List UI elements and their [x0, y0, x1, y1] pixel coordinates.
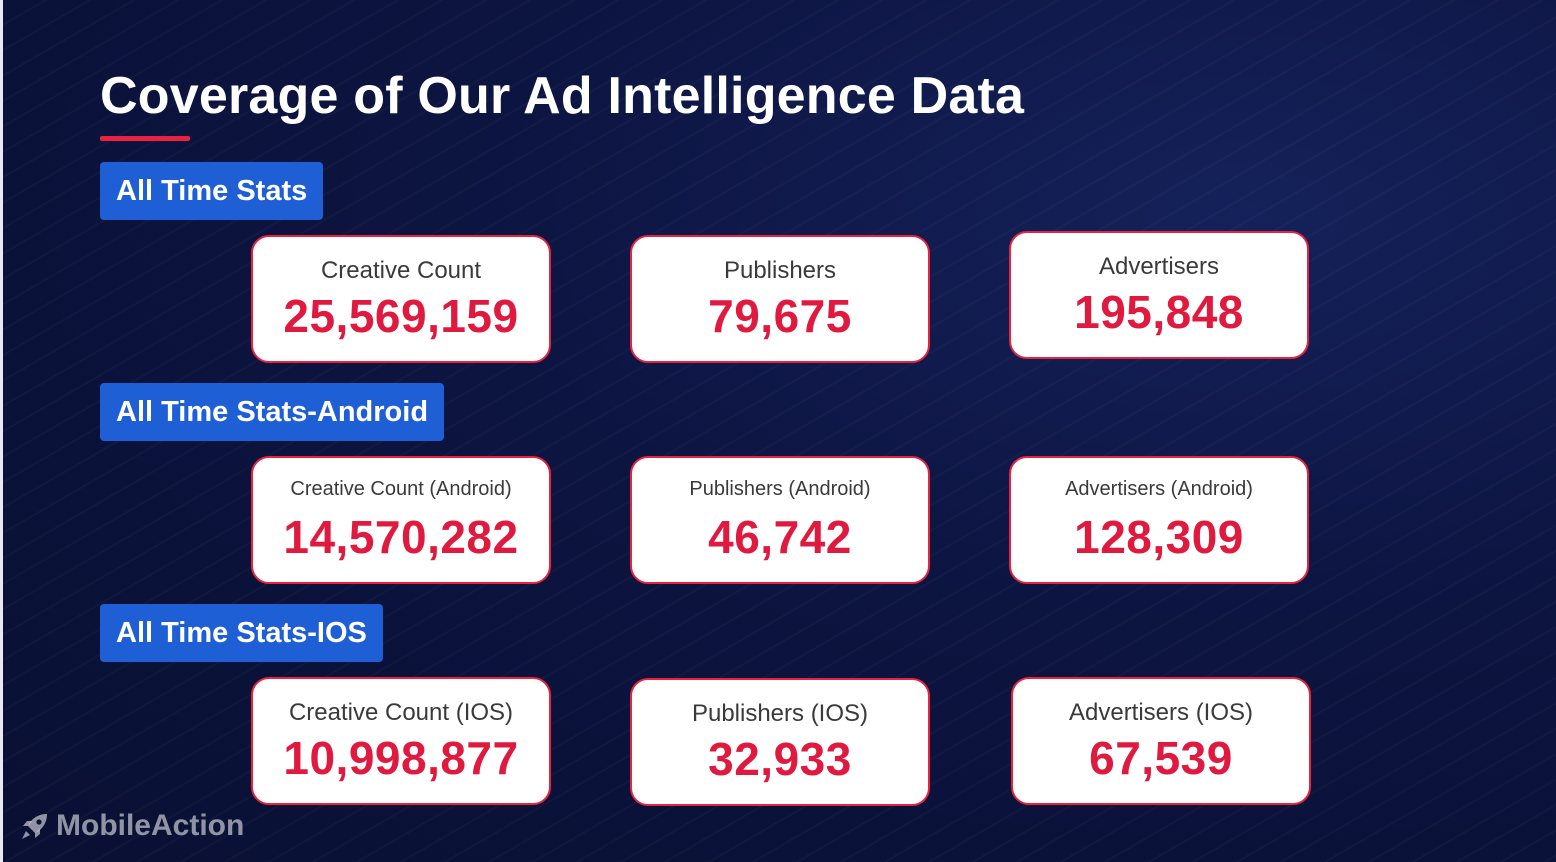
- stat-card-label: Creative Count: [320, 257, 482, 284]
- stat-card-creative-count-ios: Creative Count (IOS) 10,998,877: [251, 677, 551, 805]
- section-label-ios: All Time Stats-IOS: [100, 604, 383, 662]
- stat-card-label: Publishers (IOS): [691, 700, 869, 727]
- stat-card-creative-count: Creative Count 25,569,159: [251, 235, 551, 363]
- stat-card-advertisers-ios: Advertisers (IOS) 67,539: [1011, 677, 1311, 805]
- stat-card-label: Publishers (Android): [689, 478, 871, 500]
- section-label-android: All Time Stats-Android: [100, 383, 445, 441]
- stat-card-label: Advertisers: [1098, 253, 1220, 280]
- stat-card-advertisers-android: Advertisers (Android) 128,309: [1009, 456, 1309, 584]
- stat-card-publishers-ios: Publishers (IOS) 32,933: [630, 678, 930, 806]
- stat-card-label: Creative Count (Android): [290, 478, 512, 500]
- stat-card-value: 67,539: [1089, 732, 1233, 784]
- section-label-all-time: All Time Stats: [100, 162, 324, 220]
- stat-card-label: Creative Count (IOS): [288, 699, 514, 726]
- stat-card-value: 10,998,877: [283, 732, 519, 784]
- stat-card-value: 195,848: [1074, 286, 1244, 338]
- stat-card-value: 32,933: [708, 733, 852, 785]
- title-underline: [100, 136, 190, 141]
- stat-card-label: Advertisers (IOS): [1068, 699, 1254, 726]
- stat-card-value: 14,570,282: [283, 511, 519, 563]
- stat-card-value: 79,675: [708, 290, 852, 342]
- left-edge-border: [0, 0, 3, 862]
- stat-card-value: 128,309: [1074, 511, 1244, 563]
- stat-card-publishers: Publishers 79,675: [630, 235, 930, 363]
- stat-card-publishers-android: Publishers (Android) 46,742: [630, 456, 930, 584]
- page-title: Coverage of Our Ad Intelligence Data: [100, 67, 1025, 125]
- stat-card-value: 25,569,159: [283, 290, 519, 342]
- stat-card-label: Advertisers (Android): [1065, 478, 1253, 500]
- logo-text: MobileAction: [56, 809, 245, 842]
- stat-card-advertisers: Advertisers 195,848: [1009, 231, 1309, 359]
- stat-card-label: Publishers: [723, 257, 837, 284]
- stat-card-creative-count-android: Creative Count (Android) 14,570,282: [251, 456, 551, 584]
- mobileaction-logo: MobileAction: [20, 806, 244, 846]
- stat-card-value: 46,742: [708, 511, 852, 563]
- rocket-icon: [22, 814, 47, 839]
